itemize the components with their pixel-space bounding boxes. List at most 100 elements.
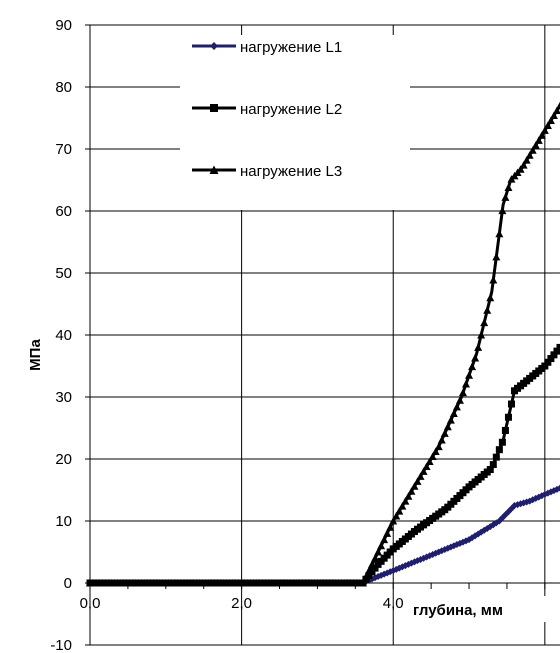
- data-point: [380, 535, 389, 544]
- data-point: [534, 136, 543, 144]
- data-point: [492, 453, 500, 461]
- data-point: [550, 351, 558, 359]
- data-point: [404, 492, 413, 500]
- data-point: [371, 554, 380, 562]
- data-point: [537, 131, 546, 139]
- y-tick-label: 60: [55, 203, 72, 220]
- data-point: [377, 541, 386, 550]
- data-point: [383, 529, 392, 537]
- data-point: [507, 400, 515, 408]
- data-point: [519, 161, 528, 169]
- data-point: [556, 484, 560, 492]
- data-point: [547, 355, 555, 363]
- y-tick-label: 70: [55, 141, 72, 158]
- data-point: [507, 505, 515, 513]
- data-point: [480, 318, 489, 327]
- data-point: [437, 435, 446, 444]
- data-point: [492, 252, 501, 261]
- data-point: [471, 353, 480, 362]
- data-point: [428, 452, 437, 461]
- data-point: [540, 126, 549, 134]
- data-point: [498, 438, 506, 446]
- data-point: [546, 116, 555, 124]
- data-point: [455, 396, 464, 404]
- data-point: [525, 151, 534, 159]
- series-3: [86, 101, 560, 587]
- data-point: [434, 442, 443, 451]
- data-point: [504, 413, 512, 421]
- legend-label: нагружение L3: [240, 163, 342, 180]
- y-tick-label: 0: [64, 575, 72, 592]
- y-tick-label: 10: [55, 513, 72, 530]
- data-point: [486, 466, 494, 474]
- data-point: [486, 293, 495, 302]
- data-point: [443, 422, 452, 431]
- x-tick-label: 2,0: [231, 595, 252, 612]
- data-point: [477, 331, 486, 339]
- data-point: [552, 106, 560, 115]
- data-point: [541, 362, 549, 370]
- data-point: [395, 507, 404, 515]
- y-tick-label: 50: [55, 265, 72, 282]
- data-point: [392, 512, 401, 520]
- legend-marker: [209, 165, 219, 174]
- tick-labels: 90 80 70 60 50 40 30 20 10 0 -10 0,0 2,0 4,0 МПа глубин…: [27, 17, 558, 653]
- data-point: [458, 388, 467, 397]
- data-point: [483, 306, 492, 314]
- legend: нагружение L1 нагружение L2 нагружение L3: [180, 35, 410, 210]
- data-point: [440, 429, 449, 437]
- series-line: [90, 346, 560, 585]
- data-point: [495, 446, 503, 454]
- data-point: [413, 477, 422, 485]
- data-point: [489, 461, 497, 469]
- data-point: [425, 457, 434, 465]
- data-point: [489, 276, 498, 284]
- legend-marker: [210, 42, 218, 50]
- y-tick-label: -10: [50, 637, 72, 653]
- data-point: [365, 572, 373, 580]
- data-point: [401, 497, 410, 505]
- series-2: [86, 343, 560, 587]
- series-lines: [86, 101, 560, 587]
- data-point: [398, 502, 407, 510]
- data-point: [431, 447, 440, 456]
- data-point: [368, 568, 376, 576]
- data-point: [374, 548, 383, 556]
- data-point: [462, 379, 470, 388]
- data-point: [465, 371, 474, 379]
- data-point: [358, 579, 367, 587]
- data-point: [422, 462, 431, 470]
- data-point: [371, 564, 379, 572]
- data-point: [407, 487, 416, 495]
- data-point: [543, 121, 552, 129]
- data-point: [452, 402, 461, 411]
- x-tick-label: 4,0: [383, 595, 404, 612]
- data-point: [449, 409, 458, 418]
- data-point: [389, 517, 398, 525]
- series-1: [86, 484, 560, 587]
- data-point: [468, 362, 477, 371]
- data-point: [549, 111, 558, 120]
- data-point: [553, 347, 560, 355]
- x-axis-label-bg: [410, 596, 558, 622]
- data-point: [544, 358, 552, 366]
- data-point: [474, 343, 483, 351]
- data-point: [419, 467, 428, 475]
- data-point: [501, 193, 510, 201]
- data-point: [516, 165, 525, 173]
- data-point: [522, 156, 531, 164]
- data-point: [361, 572, 370, 581]
- x-tick-label: 0,0: [80, 595, 101, 612]
- legend-label: нагружение L1: [240, 39, 342, 56]
- series-line: [90, 486, 560, 585]
- data-point: [556, 101, 560, 110]
- legend-box: [180, 35, 410, 210]
- y-tick-label: 40: [55, 327, 72, 344]
- data-point: [528, 146, 537, 154]
- data-point: [501, 426, 509, 434]
- data-point: [498, 206, 507, 215]
- data-point: [531, 141, 540, 149]
- data-point: [386, 523, 395, 531]
- y-axis-label: МПа: [27, 339, 44, 371]
